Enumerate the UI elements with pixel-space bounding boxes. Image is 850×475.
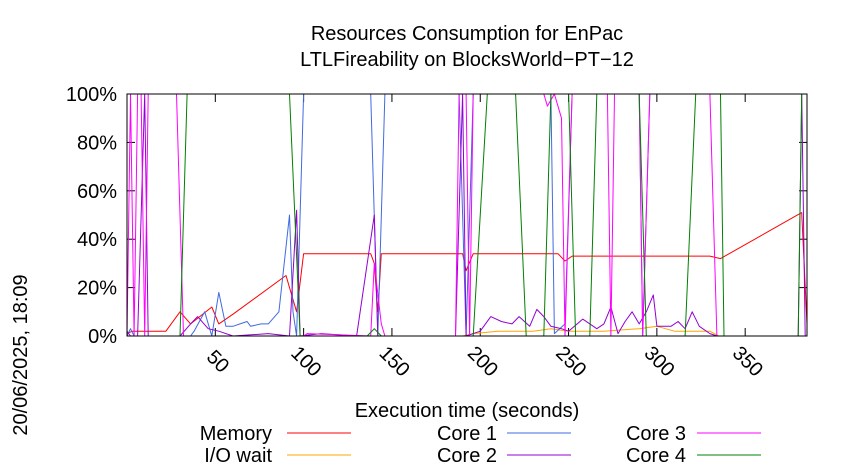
series-layer <box>126 93 808 337</box>
y-tick-label: 80% <box>77 132 117 154</box>
timestamp-label: 20/06/2025, 18:09 <box>10 274 32 435</box>
x-tick-label: 300 <box>640 342 679 381</box>
y-tick-label: 0% <box>88 326 117 348</box>
x-tick-label: 50 <box>202 346 233 377</box>
legend-label-i-o-wait: I/O wait <box>204 445 272 467</box>
plot-frame <box>126 93 808 337</box>
chart-title: Resources Consumption for EnPac <box>311 23 623 45</box>
x-tick-label: 150 <box>375 342 414 381</box>
x-tick-label: 350 <box>728 342 767 381</box>
y-tick-label: 20% <box>77 278 117 300</box>
series-line-core-2 <box>126 93 806 337</box>
chart-subtitle: LTLFireability on BlocksWorld−PT−12 <box>300 49 634 71</box>
legend-label-core-1: Core 1 <box>437 423 497 445</box>
legend-label-core-4: Core 4 <box>626 445 686 467</box>
x-axis-label: Execution time (seconds) <box>355 400 580 422</box>
x-tick-label: 100 <box>286 342 325 381</box>
series-line-i-o-wait <box>127 325 807 337</box>
y-tick-label: 100% <box>66 84 117 106</box>
y-tick-label: 60% <box>77 181 117 203</box>
legend-label-memory: Memory <box>200 423 272 445</box>
x-tick-label: 200 <box>463 342 502 381</box>
x-tick-label: 250 <box>551 342 590 381</box>
legend-label-core-2: Core 2 <box>437 445 497 467</box>
legend-label-core-3: Core 3 <box>626 423 686 445</box>
y-tick-label: 40% <box>77 229 117 251</box>
